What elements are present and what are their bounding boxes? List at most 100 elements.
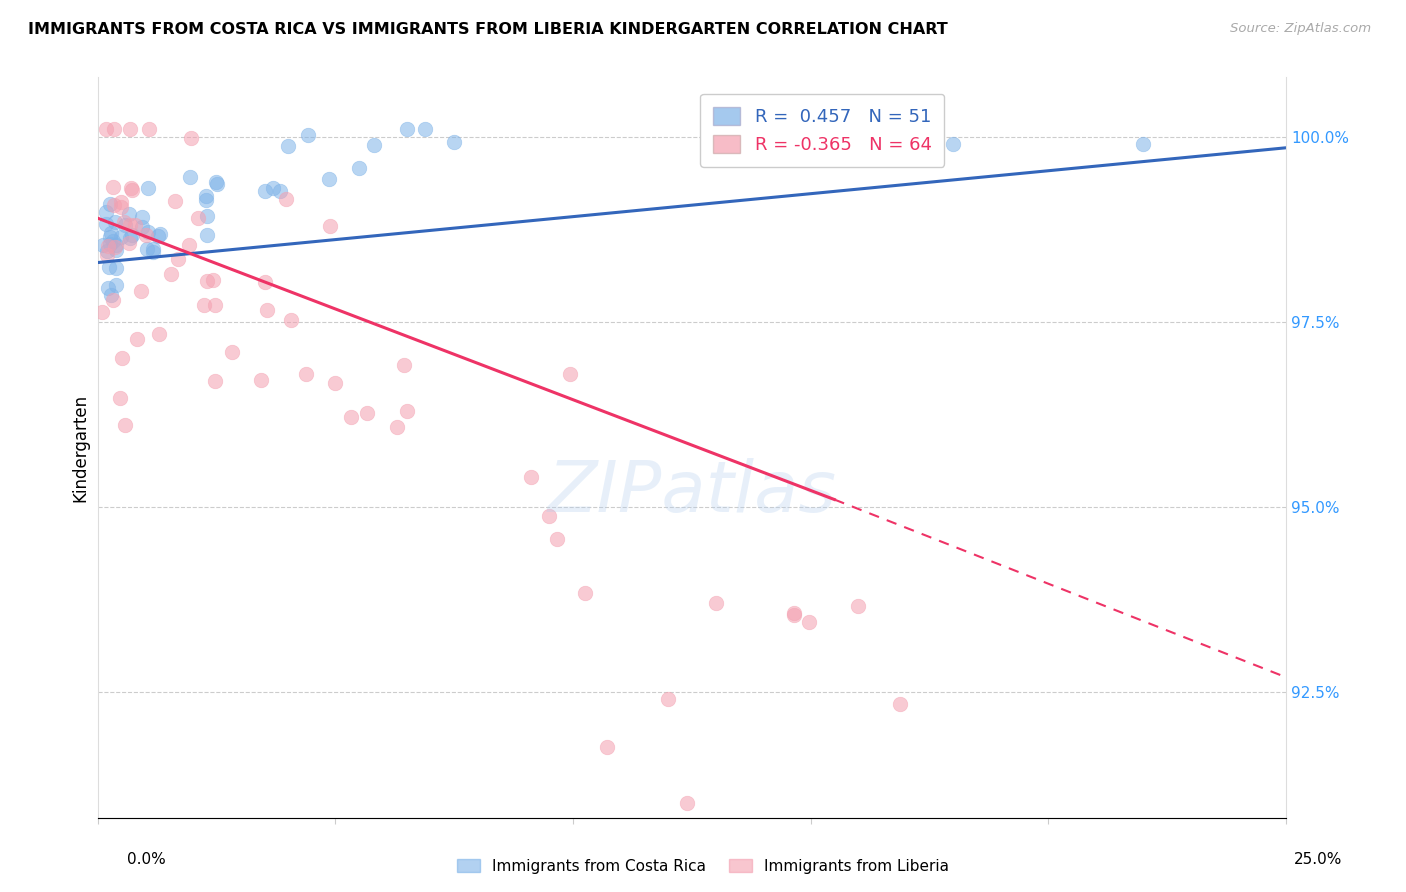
Point: [103, 122, 125, 136]
Point: [118, 236, 141, 251]
Point: [101, 179, 124, 194]
Point: [254, 275, 277, 289]
Point: [142, 245, 165, 260]
Point: [546, 532, 568, 546]
Point: [249, 373, 271, 387]
Point: [124, 219, 146, 233]
Point: [167, 252, 190, 266]
Point: [256, 302, 278, 317]
Point: [205, 178, 228, 192]
Point: [520, 470, 543, 484]
Point: [204, 374, 226, 388]
Point: [295, 367, 318, 381]
Point: [120, 231, 142, 245]
Text: 25.0%: 25.0%: [1295, 852, 1343, 867]
Point: [657, 692, 679, 706]
Point: [177, 237, 200, 252]
Point: [558, 367, 581, 381]
Legend: Immigrants from Costa Rica, Immigrants from Liberia: Immigrants from Costa Rica, Immigrants f…: [451, 853, 955, 880]
Point: [148, 228, 170, 243]
Point: [783, 607, 806, 622]
Point: [105, 237, 128, 252]
Point: [195, 227, 218, 242]
Point: [319, 219, 342, 233]
Point: [356, 406, 378, 420]
Point: [110, 200, 132, 214]
Point: [96, 244, 118, 259]
Point: [97, 260, 120, 274]
Point: [131, 210, 153, 224]
Point: [114, 417, 136, 432]
Point: [108, 391, 131, 405]
Point: [163, 194, 186, 209]
Point: [136, 181, 159, 195]
Point: [574, 586, 596, 600]
Point: [221, 345, 243, 359]
Point: [105, 261, 128, 276]
Point: [596, 739, 619, 754]
Point: [138, 122, 160, 136]
Point: [347, 161, 370, 175]
Point: [110, 230, 132, 244]
Point: [96, 248, 118, 262]
Point: [538, 508, 561, 523]
Point: [110, 351, 132, 365]
Point: [797, 615, 820, 629]
Point: [1132, 137, 1154, 152]
Point: [104, 244, 127, 258]
Point: [195, 209, 218, 223]
Point: [195, 274, 218, 288]
Point: [103, 198, 125, 212]
Point: [104, 240, 127, 254]
Point: [194, 193, 217, 207]
Point: [385, 419, 408, 434]
Point: [395, 122, 418, 136]
Point: [280, 313, 302, 327]
Text: 0.0%: 0.0%: [127, 852, 166, 867]
Point: [318, 172, 340, 186]
Point: [94, 122, 117, 136]
Point: [118, 218, 141, 232]
Point: [97, 238, 120, 252]
Point: [120, 181, 142, 195]
Point: [269, 184, 291, 198]
Point: [97, 281, 120, 295]
Point: [297, 128, 319, 142]
Point: [104, 215, 127, 229]
Point: [131, 219, 153, 234]
Point: [142, 242, 165, 256]
Point: [415, 122, 437, 136]
Point: [704, 596, 727, 610]
Point: [363, 137, 385, 152]
Point: [148, 327, 170, 342]
Point: [105, 278, 128, 293]
Point: [676, 796, 699, 810]
Y-axis label: Kindergarten: Kindergarten: [72, 393, 89, 501]
Point: [204, 298, 226, 312]
Point: [159, 267, 181, 281]
Point: [100, 236, 122, 251]
Point: [135, 242, 157, 256]
Point: [443, 136, 465, 150]
Point: [194, 189, 217, 203]
Point: [277, 139, 299, 153]
Point: [201, 273, 224, 287]
Point: [253, 184, 276, 198]
Point: [274, 192, 297, 206]
Point: [93, 237, 115, 252]
Point: [114, 218, 136, 232]
Text: IMMIGRANTS FROM COSTA RICA VS IMMIGRANTS FROM LIBERIA KINDERGARTEN CORRELATION C: IMMIGRANTS FROM COSTA RICA VS IMMIGRANTS…: [28, 22, 948, 37]
Point: [110, 195, 132, 210]
Point: [100, 226, 122, 240]
Point: [121, 183, 143, 197]
Point: [783, 606, 806, 620]
Point: [101, 235, 124, 249]
Point: [193, 298, 215, 312]
Point: [179, 169, 201, 184]
Point: [180, 131, 202, 145]
Point: [125, 332, 148, 346]
Point: [136, 225, 159, 239]
Point: [101, 293, 124, 308]
Point: [94, 218, 117, 232]
Text: Source: ZipAtlas.com: Source: ZipAtlas.com: [1230, 22, 1371, 36]
